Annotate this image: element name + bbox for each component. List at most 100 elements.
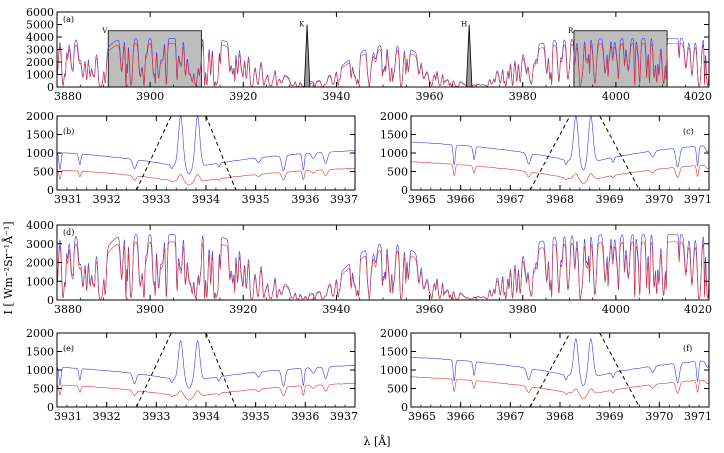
y-tick-label-b: 500 xyxy=(33,166,54,179)
x-tick-label-f: 3971 xyxy=(684,410,712,423)
y-tick-label-c: 500 xyxy=(387,166,408,179)
shaded-region-r xyxy=(573,30,668,87)
y-tick-label-b: 1000 xyxy=(26,147,54,160)
y-tick-label-d: 2000 xyxy=(26,257,54,270)
x-tick-label-c: 3969 xyxy=(596,193,624,206)
line-label-h: H xyxy=(461,21,467,29)
y-tick-label-e: 1000 xyxy=(26,364,54,377)
y-tick-label-a: 5000 xyxy=(26,19,54,32)
plot-area-a xyxy=(57,24,709,87)
x-tick-label-b: 3936 xyxy=(291,193,319,206)
x-tick-label-c: 3966 xyxy=(447,193,475,206)
series-blue-e xyxy=(57,340,355,389)
x-tick-label-b: 3932 xyxy=(93,193,121,206)
series-blue-b xyxy=(57,116,355,175)
x-tick-label-a: 3980 xyxy=(509,90,537,103)
x-tick-label-e: 3932 xyxy=(93,410,121,423)
plot-area-d xyxy=(57,234,709,300)
y-tick-label-d: 0 xyxy=(47,294,54,307)
x-tick-label-f: 3966 xyxy=(447,410,475,423)
frame-b xyxy=(56,115,356,191)
series-red-b xyxy=(57,167,355,186)
y-tick-label-e: 1500 xyxy=(26,346,54,359)
x-tick-label-a: 3900 xyxy=(136,90,164,103)
filter-line-b-0 xyxy=(136,116,172,190)
y-tick-label-a: 6000 xyxy=(26,6,54,19)
y-tick-label-a: 4000 xyxy=(26,31,54,44)
x-tick-label-a: 3960 xyxy=(416,90,444,103)
x-tick-label-a: 3940 xyxy=(322,90,350,103)
y-tick-label-f: 2000 xyxy=(380,327,408,340)
series-blue-f xyxy=(411,338,709,387)
y-tick-label-d: 4000 xyxy=(26,219,54,232)
plot-area-b xyxy=(57,116,355,190)
x-tick-label-d: 4000 xyxy=(602,303,630,316)
x-tick-label-e: 3937 xyxy=(330,410,358,423)
filter-line-e-1 xyxy=(205,333,237,407)
series-red-c xyxy=(411,161,709,184)
filter-line-c-1 xyxy=(599,116,640,190)
panel-label-a: (a) xyxy=(63,15,74,24)
panel-d: 3880 3900 3920 3940 3960 3980 4000 4020 0 1000 200… xyxy=(26,219,712,316)
y-tick-label-c: 2000 xyxy=(380,110,408,123)
panel-f: 3965 3966 3967 3968 3969 3970 3971 0 500 1000 1500… xyxy=(380,327,712,423)
x-tick-label-d: 3900 xyxy=(136,303,164,316)
panel-label-d: (d) xyxy=(63,228,74,237)
y-tick-label-c: 0 xyxy=(401,184,408,197)
y-axis-title: I [ Wm⁻²Sr⁻¹Å⁻¹] xyxy=(1,221,15,314)
filter-line-f-0 xyxy=(529,333,571,407)
x-tick-label-a: 4000 xyxy=(602,90,630,103)
x-tick-label-a: 3920 xyxy=(229,90,257,103)
series-red-f xyxy=(411,376,709,399)
y-tick-label-e: 0 xyxy=(47,401,54,414)
panel-label-b: (b) xyxy=(63,127,74,136)
x-tick-label-f: 3970 xyxy=(645,410,673,423)
x-tick-label-b: 3933 xyxy=(142,193,170,206)
y-tick-label-a: 1000 xyxy=(26,69,54,82)
y-tick-label-f: 1000 xyxy=(380,364,408,377)
x-tick-label-d: 3880 xyxy=(54,303,82,316)
x-tick-label-d: 3960 xyxy=(416,303,444,316)
y-tick-label-a: 0 xyxy=(47,81,54,94)
x-tick-label-e: 3931 xyxy=(54,410,82,423)
panel-label-f: (f) xyxy=(683,344,692,353)
panel-c: 3965 3966 3967 3968 3969 3970 3971 0 500 1000 1500… xyxy=(380,110,712,206)
region-label-r: R xyxy=(568,27,574,35)
filter-line-c-0 xyxy=(529,116,571,190)
x-tick-label-d: 3920 xyxy=(229,303,257,316)
y-tick-label-f: 0 xyxy=(401,401,408,414)
x-tick-label-d: 4020 xyxy=(684,303,712,316)
x-tick-label-c: 3968 xyxy=(546,193,574,206)
x-tick-label-b: 3934 xyxy=(192,193,220,206)
series-red-e xyxy=(57,382,355,401)
x-tick-label-f: 3968 xyxy=(546,410,574,423)
plot-area-f xyxy=(411,333,709,407)
series-blue-c xyxy=(411,116,709,171)
y-tick-label-a: 2000 xyxy=(26,56,54,69)
x-axis-title: λ [Å] xyxy=(364,434,391,448)
x-tick-label-b: 3937 xyxy=(330,193,358,206)
filter-line-b-1 xyxy=(205,116,237,190)
x-tick-label-c: 3971 xyxy=(684,193,712,206)
x-tick-label-e: 3935 xyxy=(242,410,270,423)
y-tick-label-b: 2000 xyxy=(26,110,54,123)
x-tick-label-f: 3967 xyxy=(496,410,524,423)
panel-e: 3931 3932 3933 3934 3935 3936 3937 0 500 1000 1500… xyxy=(26,327,358,423)
plot-area-c xyxy=(411,116,709,190)
x-tick-label-e: 3936 xyxy=(291,410,319,423)
panel-b: 3931 3932 3933 3934 3935 3936 3937 0 500 1000 1500… xyxy=(26,110,358,206)
y-tick-label-b: 0 xyxy=(47,184,54,197)
filter-line-f-1 xyxy=(599,333,640,407)
line-marker-k xyxy=(303,24,311,87)
x-tick-label-d: 3980 xyxy=(509,303,537,316)
plot-area-e xyxy=(57,333,355,407)
y-tick-label-b: 1500 xyxy=(26,129,54,142)
y-tick-label-c: 1000 xyxy=(380,147,408,160)
y-tick-label-d: 3000 xyxy=(26,238,54,251)
series-red-d xyxy=(57,241,709,300)
y-tick-label-a: 3000 xyxy=(26,44,54,57)
x-tick-label-c: 3967 xyxy=(496,193,524,206)
y-tick-label-e: 500 xyxy=(33,383,54,396)
